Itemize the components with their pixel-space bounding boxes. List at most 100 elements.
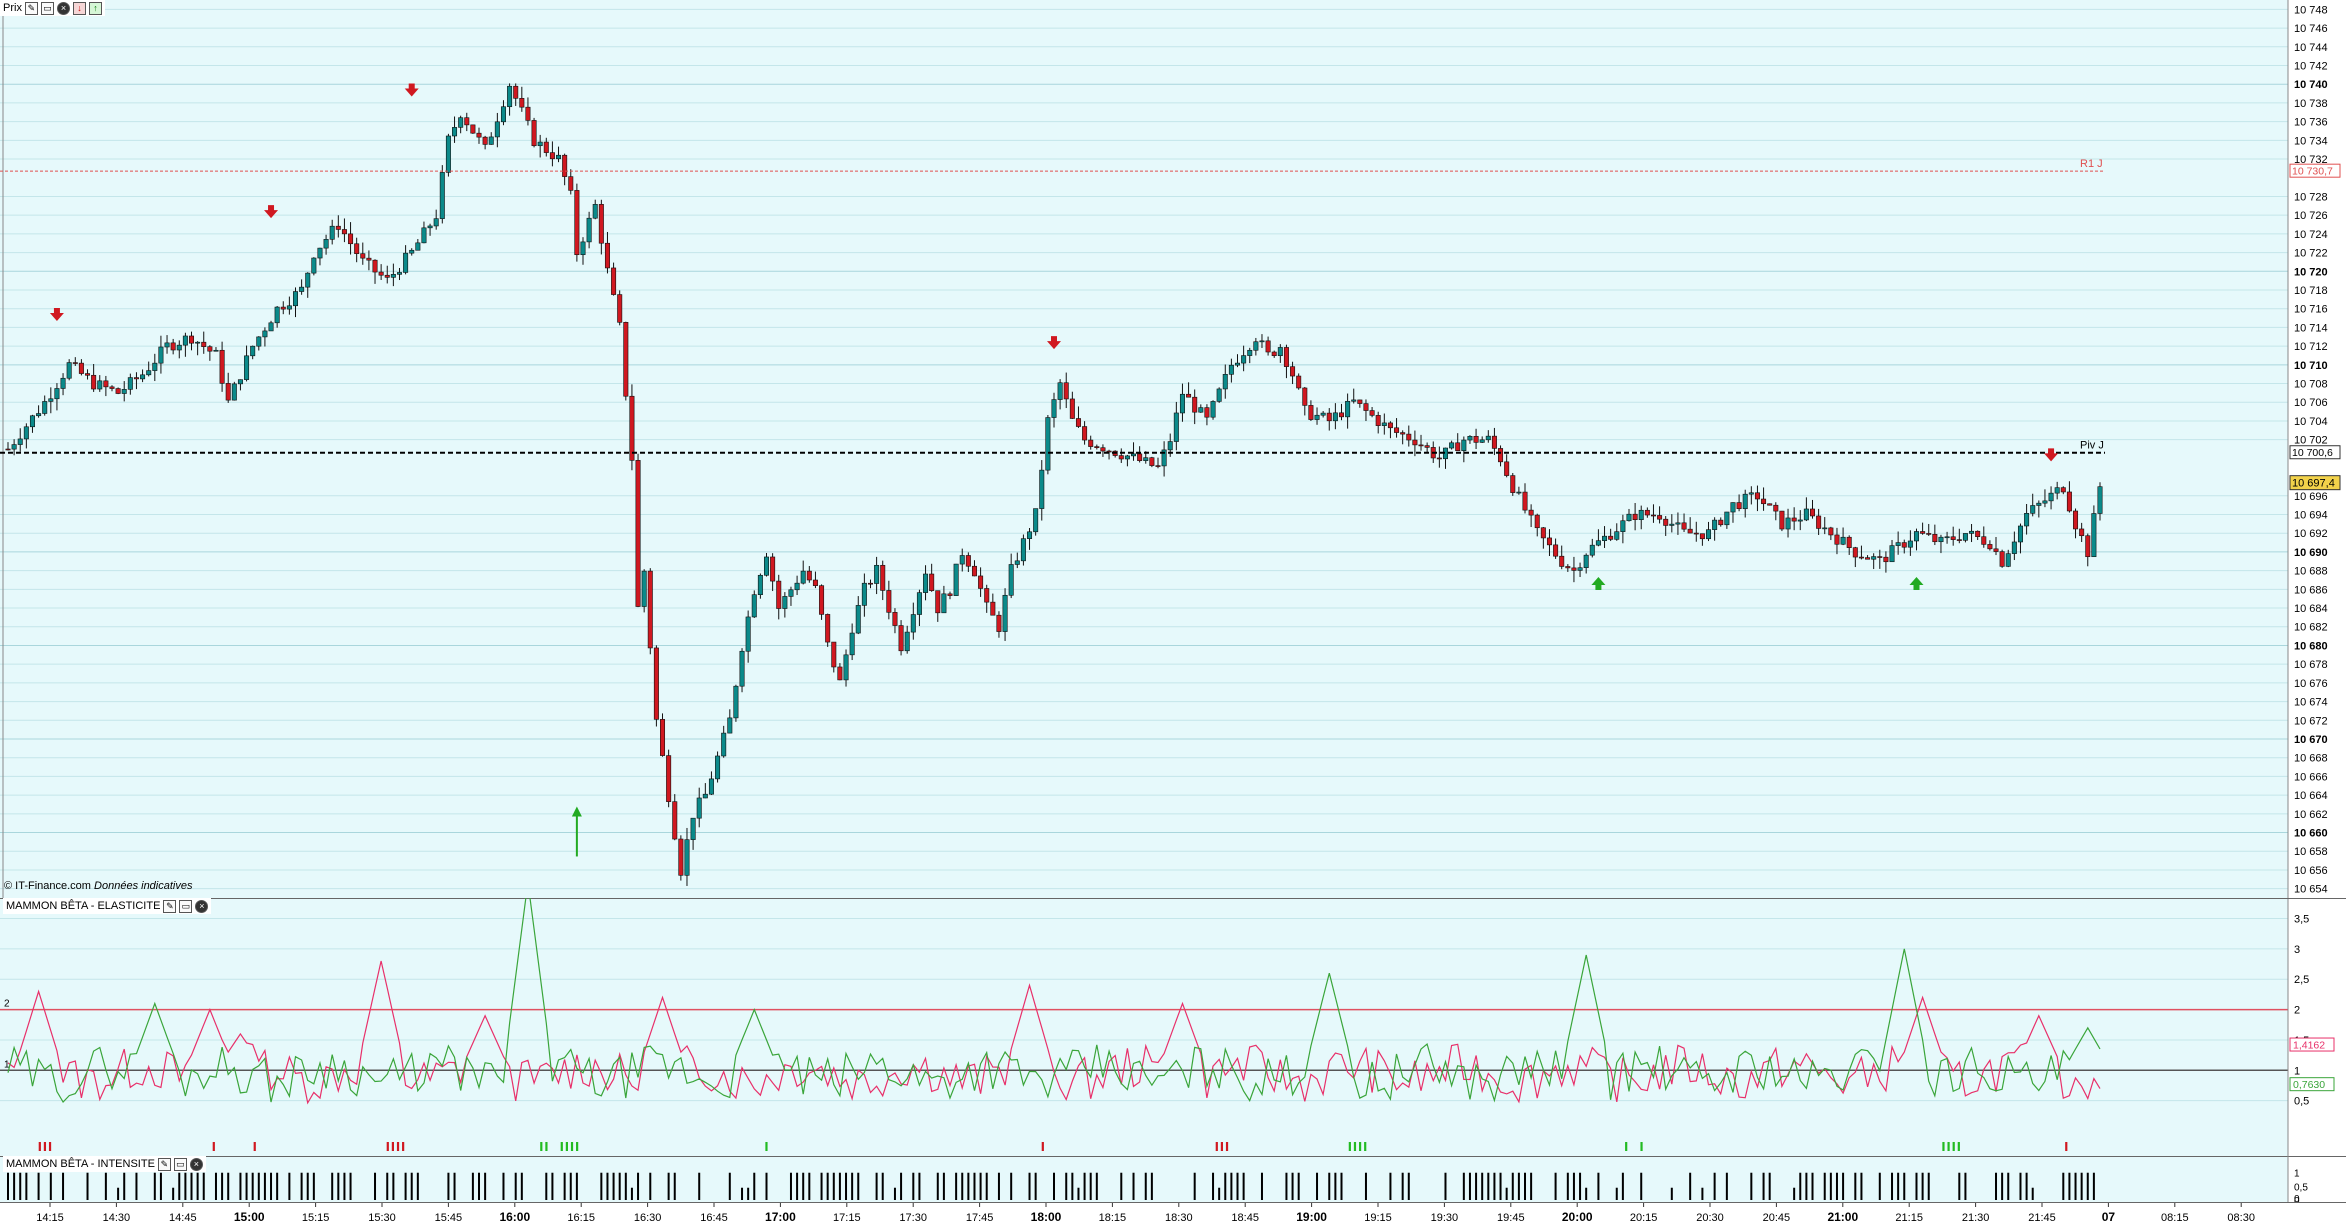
candle-body — [158, 346, 164, 364]
close-icon[interactable]: × — [195, 899, 209, 913]
price-ytick-label: 10 724 — [2294, 229, 2328, 241]
intensity-bar — [1995, 1172, 1998, 1200]
intensity-bar — [123, 1172, 126, 1200]
price-ytick-label-major: 10 710 — [2294, 360, 2328, 372]
candle-body — [1069, 398, 1075, 419]
candle-body — [1718, 519, 1724, 526]
candle-body — [2011, 541, 2017, 554]
intensity-bar — [838, 1172, 841, 1200]
elasticity-last-label: 0,7630 — [2293, 1079, 2325, 1091]
intensity-bar — [1701, 1187, 1704, 1200]
candle-body — [935, 590, 941, 614]
candle-body — [623, 322, 629, 397]
intensity-bar — [263, 1172, 266, 1200]
intensity-bar — [300, 1172, 303, 1200]
candle-body — [415, 242, 421, 251]
candle-body — [1375, 415, 1381, 426]
intensity-bar — [741, 1187, 744, 1200]
sell-arrow-icon[interactable]: ↓ — [72, 1, 86, 15]
candle-body — [170, 342, 176, 351]
candle-body — [647, 570, 653, 649]
candle-body — [1761, 498, 1767, 505]
price-ytick-label-major: 10 720 — [2294, 266, 2328, 278]
price-chart[interactable]: 10 748 10 746 10 744 10 742 10 738 10 736 10 7… — [0, 0, 2346, 898]
close-icon[interactable]: × — [189, 1157, 203, 1171]
candle-body — [1020, 538, 1026, 562]
candle-body — [1883, 556, 1889, 563]
time-tick-label: 19:15 — [1364, 1212, 1392, 1224]
intensity-bar — [1328, 1172, 1331, 1200]
elasticity-signal-mark — [540, 1142, 543, 1151]
candle-body — [5, 448, 11, 451]
candle-body — [329, 225, 335, 240]
candles — [5, 83, 2103, 886]
sell-arrow-icon — [2044, 448, 2059, 462]
close-icon[interactable]: × — [56, 1, 70, 15]
candle-body — [537, 141, 543, 147]
intensity-ytick-label: 0,5 — [2294, 1182, 2308, 1193]
intensity-bar — [2074, 1172, 2077, 1200]
time-tick-label: 18:00 — [1031, 1210, 1062, 1224]
intensity-bar — [612, 1172, 615, 1200]
candle-body — [1461, 439, 1467, 451]
intensity-bar — [1579, 1172, 1582, 1200]
candle-body — [660, 719, 666, 756]
wrench-icon[interactable]: ✎ — [163, 899, 177, 913]
candle-body — [776, 580, 782, 609]
candle-body — [1553, 544, 1559, 557]
intensity-bar — [2068, 1172, 2071, 1200]
intensity-bar — [404, 1172, 407, 1200]
time-tick-label: 21:30 — [1962, 1212, 1990, 1224]
wrench-icon[interactable]: ✎ — [24, 1, 38, 15]
candle-body — [574, 190, 580, 256]
candle-body — [1846, 536, 1852, 548]
candle-body — [1228, 364, 1234, 375]
candle-body — [843, 654, 849, 681]
candle-body — [1663, 518, 1669, 526]
candle-body — [1944, 536, 1950, 539]
candle-body — [666, 755, 672, 802]
buy-arrow-icon[interactable]: ↑ — [88, 1, 102, 15]
intensity-bar — [1615, 1187, 1618, 1200]
intensity-bar — [1915, 1172, 1918, 1200]
price-toolbar: Prix ✎ ▭ × ↓ ↑ — [0, 0, 105, 16]
candle-body — [1473, 435, 1479, 443]
intensity-bar — [2025, 1172, 2028, 1200]
candle-body — [1981, 536, 1987, 545]
window-icon[interactable]: ▭ — [173, 1157, 187, 1171]
window-icon[interactable]: ▭ — [179, 899, 193, 913]
intensity-bar — [2031, 1187, 2034, 1200]
price-ytick-label: 10 714 — [2294, 322, 2328, 334]
elasticity-hline-label: 2 — [4, 999, 10, 1010]
candle-body — [1235, 362, 1241, 366]
candle-body — [2085, 535, 2091, 558]
candle-body — [1577, 567, 1583, 571]
wrench-icon[interactable]: ✎ — [157, 1157, 171, 1171]
candle-body — [1332, 412, 1338, 422]
intensity-bar — [392, 1172, 395, 1200]
candle-body — [1938, 536, 1944, 543]
intensity-chart[interactable]: 10,500 — [0, 1156, 2346, 1202]
candle-body — [580, 241, 586, 256]
candle-body — [1369, 410, 1375, 416]
candle-body — [195, 341, 201, 344]
intensity-bar — [667, 1172, 670, 1200]
candle-body — [1485, 435, 1491, 441]
candle-body — [745, 616, 751, 652]
intensity-bar — [227, 1172, 230, 1200]
candle-body — [611, 267, 617, 295]
window-icon[interactable]: ▭ — [40, 1, 54, 15]
intensity-bar — [600, 1172, 603, 1200]
candle-body — [751, 594, 757, 618]
candle-body — [617, 294, 623, 323]
intensity-bar — [447, 1172, 450, 1200]
time-tick-label: 17:00 — [765, 1210, 796, 1224]
intensity-bar — [1481, 1172, 1484, 1200]
candle-body — [182, 335, 188, 346]
candle-body — [1657, 515, 1663, 520]
intensity-bar — [1964, 1172, 1967, 1200]
intensity-bar — [1854, 1172, 1857, 1200]
time-tick-label: 21:00 — [1827, 1210, 1858, 1224]
intensity-bar — [979, 1172, 982, 1200]
